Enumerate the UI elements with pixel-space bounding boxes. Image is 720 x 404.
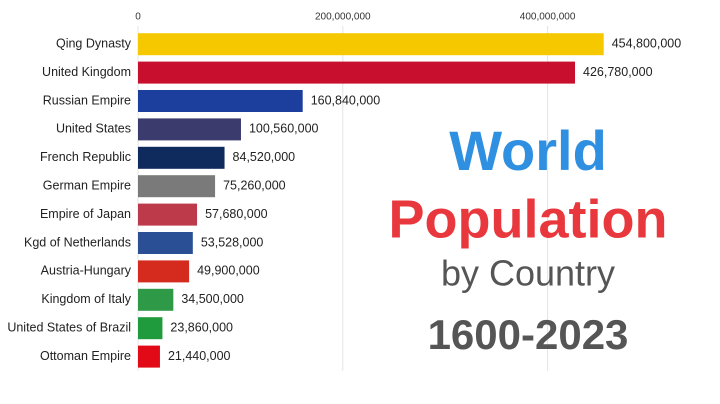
value-label: 75,260,000	[223, 178, 286, 192]
category-label: Russian Empire	[43, 93, 131, 107]
bar	[138, 175, 216, 198]
annotation: 1600-2023	[428, 311, 629, 358]
value-label: 57,680,000	[205, 207, 268, 221]
category-label: Qing Dynasty	[56, 36, 132, 50]
bar	[138, 146, 225, 169]
value-label: 100,560,000	[249, 122, 319, 136]
value-label: 426,780,000	[583, 65, 653, 79]
category-label: United States of Brazil	[7, 320, 131, 334]
x-tick-label: 400,000,000	[520, 12, 576, 23]
category-label: United Kingdom	[42, 65, 131, 79]
value-label: 53,528,000	[201, 235, 264, 249]
value-label: 34,500,000	[181, 292, 244, 306]
category-label: Kingdom of Italy	[41, 292, 131, 306]
value-label: 84,520,000	[233, 150, 296, 164]
bar	[138, 203, 198, 226]
bar	[138, 33, 604, 56]
bar	[138, 345, 160, 368]
category-label: Kgd of Netherlands	[24, 235, 131, 249]
value-label: 454,800,000	[612, 36, 682, 50]
x-tick-label: 200,000,000	[315, 12, 371, 23]
value-label: 23,860,000	[170, 320, 233, 334]
bar	[138, 317, 163, 340]
bar	[138, 118, 241, 141]
bar	[138, 232, 193, 254]
value-label: 21,440,000	[168, 349, 231, 363]
category-label: Ottoman Empire	[40, 349, 131, 363]
annotation: Population	[389, 189, 668, 249]
bar	[138, 90, 303, 112]
value-label: 160,840,000	[311, 93, 381, 107]
annotation: by Country	[441, 253, 615, 294]
bar	[138, 288, 174, 311]
category-label: German Empire	[43, 178, 131, 192]
x-tick-label: 0	[135, 12, 141, 23]
bar	[138, 260, 190, 283]
category-label: United States	[56, 122, 131, 136]
category-label: Empire of Japan	[40, 207, 131, 221]
category-label: French Republic	[40, 150, 131, 164]
annotation: World	[449, 119, 607, 182]
value-label: 49,900,000	[197, 264, 260, 278]
category-label: Austria-Hungary	[41, 264, 132, 278]
bar	[138, 61, 576, 84]
